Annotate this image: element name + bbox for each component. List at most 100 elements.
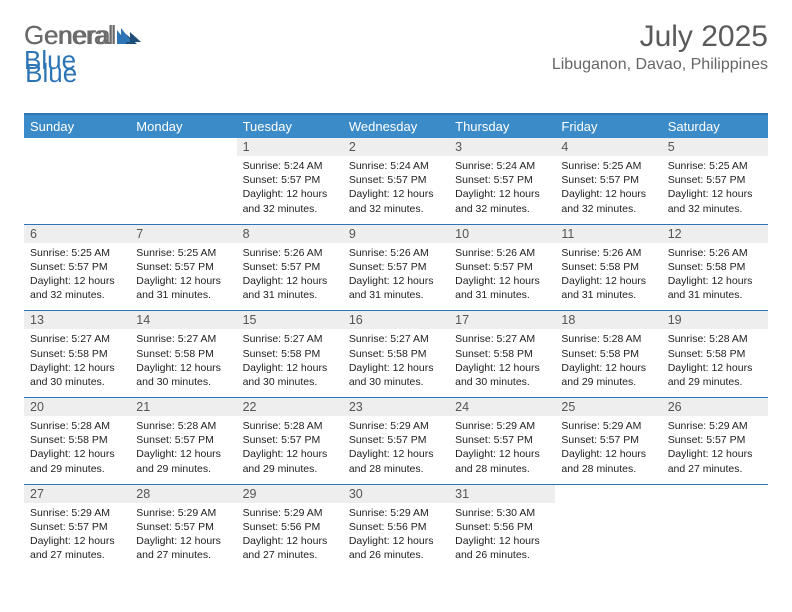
calendar-header: SundayMondayTuesdayWednesdayThursdayFrid…	[24, 114, 768, 138]
sunrise-text: Sunrise: 5:28 AM	[668, 332, 762, 346]
weekday-header: Wednesday	[343, 114, 449, 138]
sunrise-text: Sunrise: 5:29 AM	[561, 419, 655, 433]
day-data-cell: Sunrise: 5:27 AMSunset: 5:58 PMDaylight:…	[130, 329, 236, 397]
calendar-table: SundayMondayTuesdayWednesdayThursdayFrid…	[24, 113, 768, 570]
sunset-text: Sunset: 5:57 PM	[455, 260, 549, 274]
daylight-text: Daylight: 12 hours and 26 minutes.	[455, 534, 549, 562]
daylight-text: Daylight: 12 hours and 26 minutes.	[349, 534, 443, 562]
sunrise-text: Sunrise: 5:28 AM	[243, 419, 337, 433]
sunrise-text: Sunrise: 5:27 AM	[30, 332, 124, 346]
location-text: Libuganon, Davao, Philippines	[552, 56, 768, 74]
logo-mark-icon	[121, 26, 143, 42]
sunrise-text: Sunrise: 5:26 AM	[243, 246, 337, 260]
day-data-cell: Sunrise: 5:29 AMSunset: 5:57 PMDaylight:…	[130, 503, 236, 571]
sunset-text: Sunset: 5:57 PM	[349, 173, 443, 187]
sunrise-text: Sunrise: 5:28 AM	[561, 332, 655, 346]
day-number-cell: 3	[449, 138, 555, 156]
day-number-cell	[130, 138, 236, 156]
day-number-cell: 6	[24, 224, 130, 243]
daylight-text: Daylight: 12 hours and 30 minutes.	[30, 361, 124, 389]
day-data-cell: Sunrise: 5:24 AMSunset: 5:57 PMDaylight:…	[449, 156, 555, 224]
day-data-cell: Sunrise: 5:29 AMSunset: 5:57 PMDaylight:…	[24, 503, 130, 571]
day-number-cell: 10	[449, 224, 555, 243]
daylight-text: Daylight: 12 hours and 31 minutes.	[136, 274, 230, 302]
week-number-row: 2728293031	[24, 484, 768, 503]
daylight-text: Daylight: 12 hours and 31 minutes.	[561, 274, 655, 302]
day-data-cell: Sunrise: 5:29 AMSunset: 5:56 PMDaylight:…	[343, 503, 449, 571]
sunrise-text: Sunrise: 5:25 AM	[30, 246, 124, 260]
sunset-text: Sunset: 5:57 PM	[30, 260, 124, 274]
sunrise-text: Sunrise: 5:29 AM	[349, 419, 443, 433]
day-data-cell: Sunrise: 5:26 AMSunset: 5:57 PMDaylight:…	[343, 243, 449, 311]
sunset-text: Sunset: 5:57 PM	[243, 173, 337, 187]
daylight-text: Daylight: 12 hours and 29 minutes.	[561, 361, 655, 389]
day-data-cell: Sunrise: 5:29 AMSunset: 5:57 PMDaylight:…	[555, 416, 661, 484]
daylight-text: Daylight: 12 hours and 32 minutes.	[243, 187, 337, 215]
day-data-cell: Sunrise: 5:25 AMSunset: 5:57 PMDaylight:…	[662, 156, 768, 224]
daylight-text: Daylight: 12 hours and 31 minutes.	[243, 274, 337, 302]
sunset-text: Sunset: 5:57 PM	[668, 433, 762, 447]
sunrise-text: Sunrise: 5:30 AM	[455, 506, 549, 520]
sunrise-text: Sunrise: 5:24 AM	[349, 159, 443, 173]
daylight-text: Daylight: 12 hours and 31 minutes.	[668, 274, 762, 302]
weekday-header: Monday	[130, 114, 236, 138]
sunrise-text: Sunrise: 5:24 AM	[455, 159, 549, 173]
day-number-cell: 29	[237, 484, 343, 503]
day-number-cell: 8	[237, 224, 343, 243]
day-number-cell: 17	[449, 311, 555, 330]
week-number-row: 12345	[24, 138, 768, 156]
day-data-cell: Sunrise: 5:26 AMSunset: 5:58 PMDaylight:…	[555, 243, 661, 311]
week-data-row: Sunrise: 5:29 AMSunset: 5:57 PMDaylight:…	[24, 503, 768, 571]
sunset-text: Sunset: 5:58 PM	[668, 347, 762, 361]
sunset-text: Sunset: 5:58 PM	[668, 260, 762, 274]
daylight-text: Daylight: 12 hours and 27 minutes.	[30, 534, 124, 562]
sunrise-text: Sunrise: 5:29 AM	[455, 419, 549, 433]
sunrise-text: Sunrise: 5:29 AM	[243, 506, 337, 520]
day-data-cell	[24, 156, 130, 224]
sunset-text: Sunset: 5:56 PM	[349, 520, 443, 534]
day-number-cell: 24	[449, 398, 555, 417]
day-number-cell: 5	[662, 138, 768, 156]
week-number-row: 6789101112	[24, 224, 768, 243]
sunrise-text: Sunrise: 5:25 AM	[668, 159, 762, 173]
day-number-cell: 1	[237, 138, 343, 156]
day-data-cell: Sunrise: 5:29 AMSunset: 5:56 PMDaylight:…	[237, 503, 343, 571]
day-data-cell: Sunrise: 5:26 AMSunset: 5:58 PMDaylight:…	[662, 243, 768, 311]
sunrise-text: Sunrise: 5:25 AM	[136, 246, 230, 260]
sunset-text: Sunset: 5:57 PM	[561, 173, 655, 187]
daylight-text: Daylight: 12 hours and 30 minutes.	[349, 361, 443, 389]
weekday-header: Tuesday	[237, 114, 343, 138]
week-number-row: 20212223242526	[24, 398, 768, 417]
daylight-text: Daylight: 12 hours and 31 minutes.	[349, 274, 443, 302]
sunrise-text: Sunrise: 5:29 AM	[668, 419, 762, 433]
sunrise-text: Sunrise: 5:26 AM	[561, 246, 655, 260]
sunrise-text: Sunrise: 5:28 AM	[136, 419, 230, 433]
day-data-cell: Sunrise: 5:28 AMSunset: 5:57 PMDaylight:…	[130, 416, 236, 484]
sunset-text: Sunset: 5:57 PM	[455, 433, 549, 447]
sunset-text: Sunset: 5:58 PM	[243, 347, 337, 361]
week-number-row: 13141516171819	[24, 311, 768, 330]
day-data-cell: Sunrise: 5:29 AMSunset: 5:57 PMDaylight:…	[662, 416, 768, 484]
day-data-cell: Sunrise: 5:25 AMSunset: 5:57 PMDaylight:…	[24, 243, 130, 311]
day-number-cell: 21	[130, 398, 236, 417]
day-number-cell: 20	[24, 398, 130, 417]
day-number-cell: 2	[343, 138, 449, 156]
sunset-text: Sunset: 5:58 PM	[349, 347, 443, 361]
weekday-header: Saturday	[662, 114, 768, 138]
day-number-cell: 28	[130, 484, 236, 503]
day-number-cell: 27	[24, 484, 130, 503]
week-data-row: Sunrise: 5:24 AMSunset: 5:57 PMDaylight:…	[24, 156, 768, 224]
sunset-text: Sunset: 5:57 PM	[668, 173, 762, 187]
day-number-cell: 11	[555, 224, 661, 243]
sunset-text: Sunset: 5:57 PM	[30, 520, 124, 534]
sunrise-text: Sunrise: 5:27 AM	[136, 332, 230, 346]
week-data-row: Sunrise: 5:25 AMSunset: 5:57 PMDaylight:…	[24, 243, 768, 311]
day-data-cell: Sunrise: 5:26 AMSunset: 5:57 PMDaylight:…	[449, 243, 555, 311]
day-number-cell	[24, 138, 130, 156]
calendar-page: General July 2025 Libuganon, Davao, Phil…	[0, 0, 792, 590]
sunset-text: Sunset: 5:58 PM	[561, 347, 655, 361]
day-number-cell: 4	[555, 138, 661, 156]
sunset-text: Sunset: 5:58 PM	[561, 260, 655, 274]
sunset-text: Sunset: 5:58 PM	[30, 347, 124, 361]
sunrise-text: Sunrise: 5:29 AM	[30, 506, 124, 520]
